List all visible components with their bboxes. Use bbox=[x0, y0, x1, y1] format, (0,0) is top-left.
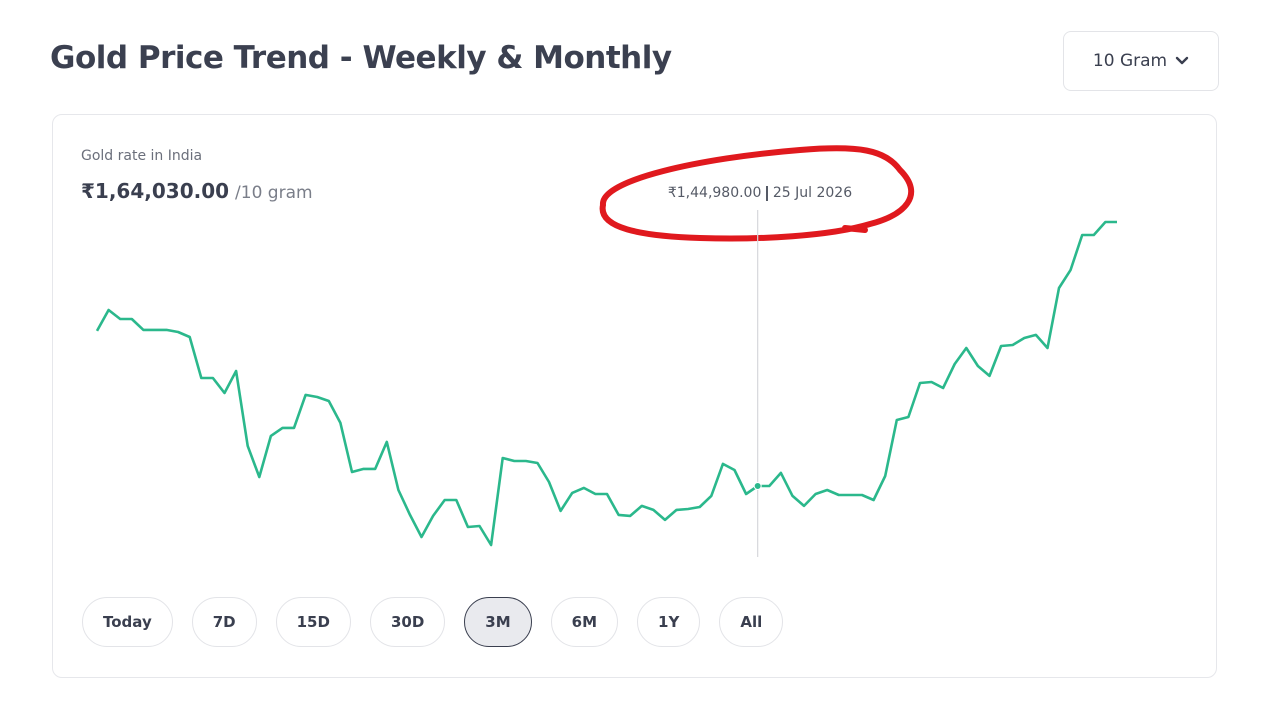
range-button[interactable]: 1Y bbox=[637, 597, 701, 647]
chevron-icon bbox=[1175, 56, 1189, 65]
range-button[interactable]: 3M bbox=[464, 597, 532, 647]
range-button[interactable]: 6M bbox=[550, 597, 619, 647]
rate-label: Gold rate in India bbox=[81, 148, 203, 164]
range-button[interactable]: Today bbox=[82, 597, 173, 647]
range-buttons: Today 7D 15D 30D 3M 6M 1Y All bbox=[82, 597, 784, 647]
current-price: ₹1,64,030.00 bbox=[81, 179, 230, 203]
price-unit: /10 gram bbox=[235, 183, 313, 203]
chart-card bbox=[52, 114, 1217, 678]
range-button[interactable]: All bbox=[719, 597, 784, 647]
unit-dropdown[interactable]: 10 Gram bbox=[1063, 31, 1219, 91]
annotation-circle bbox=[599, 145, 915, 242]
range-button[interactable]: 7D bbox=[191, 597, 257, 647]
range-button[interactable]: 15D bbox=[275, 597, 351, 647]
hover-date: 25 Jul 2026 bbox=[772, 185, 853, 201]
hover-dot bbox=[753, 481, 762, 490]
price-row: ₹1,64,030.00 /10 gram bbox=[81, 179, 313, 203]
dropdown-label: 10 Gram bbox=[1092, 51, 1168, 71]
range-button[interactable]: 30D bbox=[369, 597, 446, 647]
hover-value: ₹1,44,980.00 bbox=[667, 185, 762, 201]
hover-tooltip: ₹1,44,980.00 25 Jul 2026 bbox=[610, 185, 910, 201]
page-title: Gold Price Trend - Weekly & Monthly bbox=[50, 40, 672, 76]
price-line bbox=[95, 220, 1117, 547]
hover-separator bbox=[766, 185, 768, 201]
